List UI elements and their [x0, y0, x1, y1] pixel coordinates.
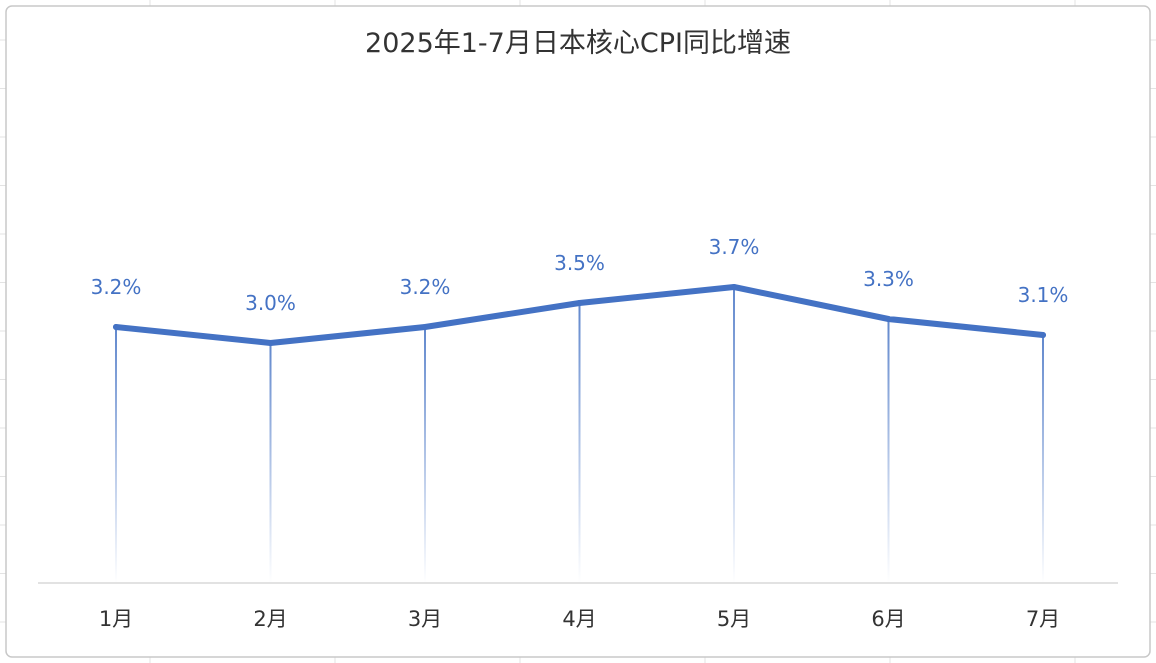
drop-lines	[115, 287, 1044, 583]
data-label: 3.0%	[245, 291, 296, 315]
chart-frame	[5, 5, 1151, 658]
data-point	[731, 284, 737, 290]
x-tick-label: 5月	[717, 607, 751, 631]
data-label: 3.1%	[1018, 283, 1069, 307]
x-tick-label: 6月	[871, 607, 905, 631]
data-label: 3.7%	[709, 235, 760, 259]
data-labels: 3.2% 3.0% 3.2% 3.5% 3.7% 3.3% 3.1%	[91, 235, 1069, 315]
drop-line	[1042, 335, 1044, 583]
data-point	[885, 316, 892, 322]
x-tick-label: 4月	[562, 607, 596, 631]
data-label: 3.2%	[400, 275, 451, 299]
drop-line	[733, 287, 735, 583]
data-label: 3.2%	[91, 275, 142, 299]
series-group	[113, 284, 1046, 346]
x-tick-label: 1月	[99, 607, 133, 631]
drop-line	[424, 327, 426, 583]
data-label: 3.3%	[863, 267, 914, 291]
x-tick-label: 7月	[1026, 607, 1060, 631]
x-tick-label: 2月	[253, 607, 287, 631]
data-point	[1040, 332, 1046, 338]
data-point	[576, 300, 583, 306]
data-point	[113, 324, 119, 330]
chart-title: 2025年1-7月日本核心CPI同比增速	[365, 28, 791, 59]
drop-line	[115, 327, 117, 583]
x-tick-labels: 1月 2月 3月 4月 5月 6月 7月	[99, 607, 1060, 631]
drop-line	[269, 343, 272, 583]
drop-line	[887, 319, 890, 583]
data-point	[267, 340, 274, 346]
data-point	[422, 324, 428, 330]
data-label: 3.5%	[554, 251, 605, 275]
drop-line	[578, 303, 581, 583]
x-tick-label: 3月	[408, 607, 442, 631]
